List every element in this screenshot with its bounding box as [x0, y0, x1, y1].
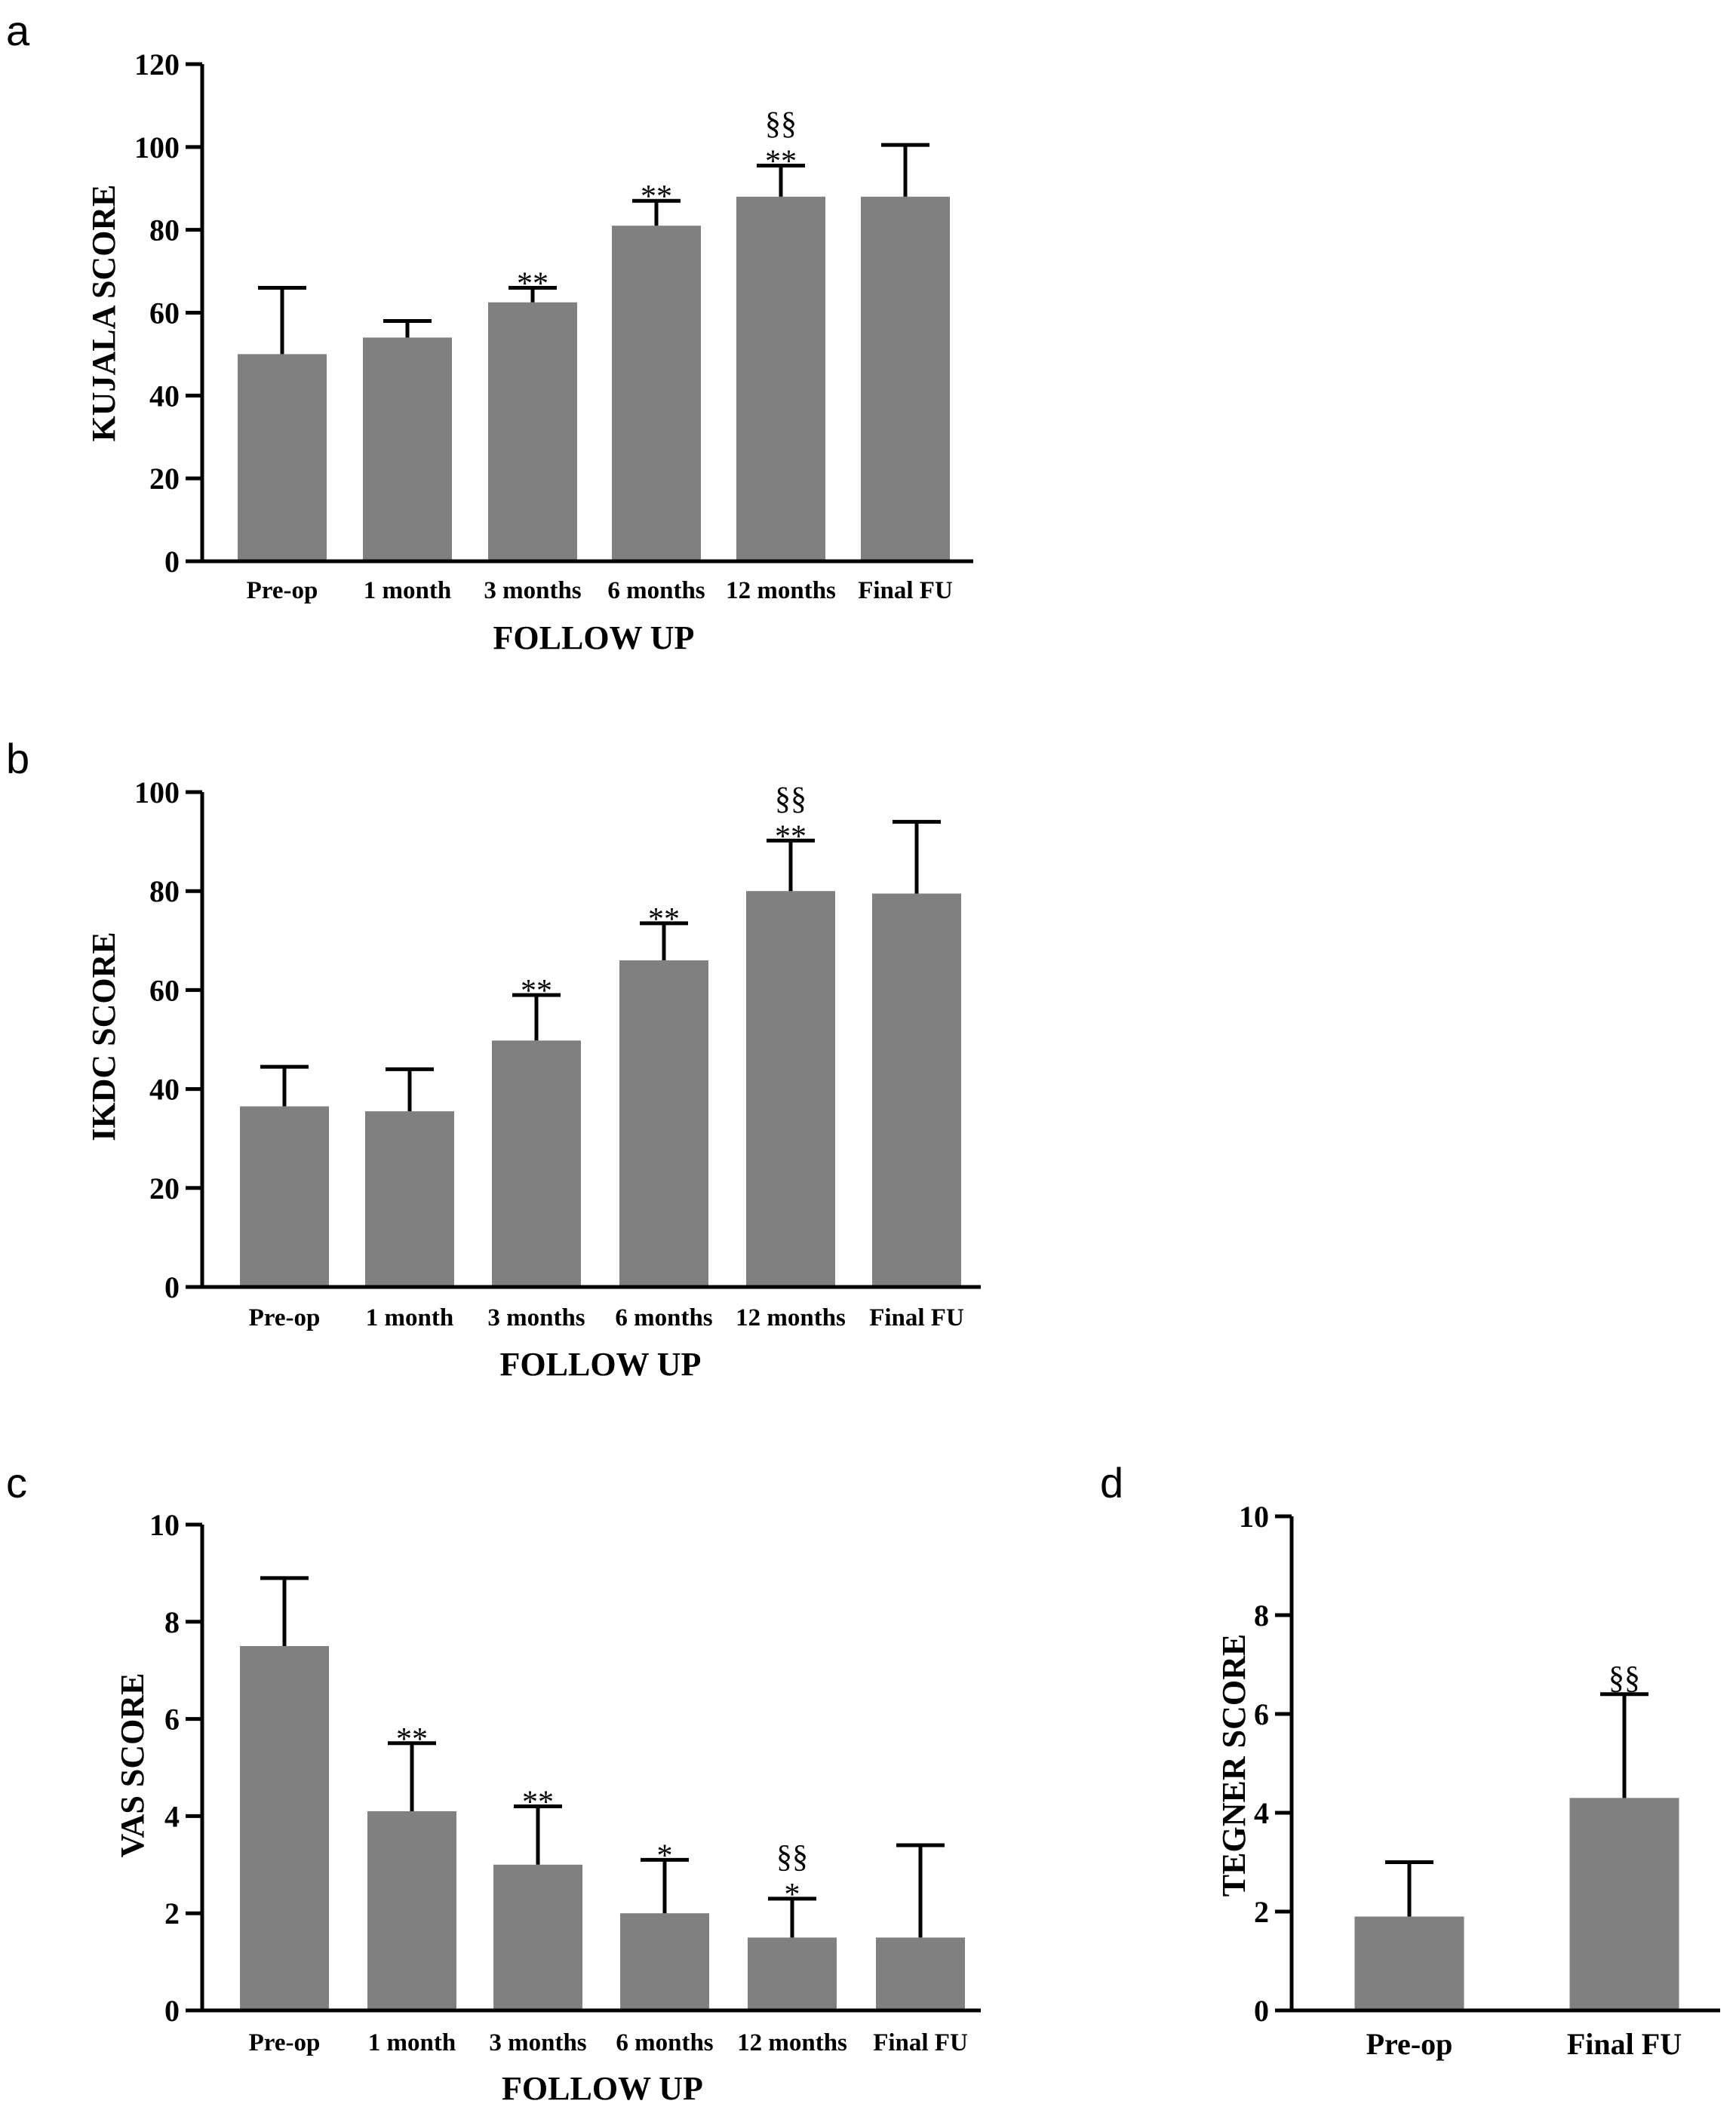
y-tick-label: 0: [164, 1994, 180, 2028]
x-tick-label: Final FU: [858, 577, 953, 604]
significance-label: §§: [1608, 1661, 1640, 1696]
y-tick-label: 4: [164, 1799, 180, 1833]
y-tick-label: 6: [164, 1703, 180, 1737]
y-tick-label: 8: [1254, 1599, 1269, 1632]
x-tick-label: 1 month: [366, 1304, 453, 1331]
x-tick-label: 12 months: [726, 577, 836, 604]
x-axis-title: FOLLOW UP: [502, 2070, 703, 2107]
bar: [1354, 1916, 1464, 2010]
significance-label: **: [775, 819, 807, 854]
y-tick-label: 80: [149, 874, 180, 908]
bar: [620, 1913, 709, 2010]
x-tick-label: 3 months: [489, 2029, 586, 2056]
bar: [240, 1106, 329, 1287]
y-tick-label: 100: [134, 776, 180, 809]
x-tick-label: 3 months: [484, 577, 581, 604]
significance-label: **: [522, 1786, 554, 1820]
y-tick-label: 100: [134, 131, 180, 164]
bar: [748, 1937, 837, 2010]
significance-label: *: [785, 1878, 800, 1912]
bar: [367, 1811, 456, 2010]
y-tick-label: 80: [149, 213, 180, 247]
bar: [861, 196, 950, 561]
bar: [493, 1864, 582, 2010]
bar: [240, 1646, 329, 2010]
y-axis-title: IKDC SCORE: [85, 932, 122, 1141]
significance-label: **: [641, 180, 672, 214]
x-tick-label: 6 months: [607, 577, 705, 604]
y-tick-label: 20: [149, 1172, 180, 1205]
y-tick-label: 6: [1254, 1697, 1269, 1731]
panel-letter: d: [1100, 1459, 1123, 1506]
bar: [1569, 1798, 1679, 2010]
y-tick-label: 40: [149, 379, 180, 413]
panel-letter: b: [6, 735, 29, 782]
significance-label: **: [648, 902, 680, 937]
x-tick-label: Pre-op: [249, 2029, 321, 2056]
bar: [612, 226, 701, 561]
y-tick-label: 2: [164, 1897, 180, 1930]
x-tick-label: Final FU: [873, 2029, 968, 2056]
y-tick-label: 0: [164, 545, 180, 579]
y-tick-label: 10: [1239, 1500, 1269, 1534]
x-axis-title: FOLLOW UP: [500, 1346, 702, 1383]
x-axis-title: FOLLOW UP: [493, 619, 695, 656]
bar: [363, 337, 452, 561]
y-tick-label: 2: [1254, 1895, 1269, 1929]
x-tick-label: Pre-op: [1366, 2027, 1453, 2061]
x-tick-label: 12 months: [736, 1304, 846, 1331]
x-tick-label: 12 months: [737, 2029, 847, 2056]
y-tick-label: 4: [1254, 1796, 1269, 1830]
y-axis-title: VAS SCORE: [114, 1673, 151, 1858]
significance-label: §§: [775, 782, 807, 816]
bar: [488, 302, 577, 561]
y-tick-label: 60: [149, 296, 180, 330]
significance-label: **: [396, 1722, 428, 1757]
bar: [746, 891, 835, 1287]
bar: [619, 960, 708, 1287]
panel-letter: a: [6, 7, 30, 54]
y-tick-label: 0: [1254, 1994, 1269, 2028]
y-tick-label: 8: [164, 1605, 180, 1639]
y-axis-title: KUJALA SCORE: [85, 184, 122, 441]
x-tick-label: Pre-op: [249, 1304, 321, 1331]
x-tick-label: 1 month: [364, 577, 451, 604]
panel-letter: c: [6, 1459, 27, 1506]
significance-label: **: [517, 267, 548, 302]
y-tick-label: 40: [149, 1073, 180, 1107]
y-tick-label: 120: [134, 48, 180, 81]
bar: [876, 1937, 965, 2010]
bar: [492, 1040, 581, 1287]
bar: [736, 196, 825, 561]
significance-label: §§: [765, 107, 797, 142]
x-tick-label: 3 months: [487, 1304, 585, 1331]
y-tick-label: 20: [149, 462, 180, 496]
y-tick-label: 60: [149, 973, 180, 1007]
x-tick-label: 6 months: [616, 2029, 713, 2056]
significance-label: **: [521, 974, 552, 1009]
x-tick-label: 1 month: [368, 2029, 456, 2056]
chart-panel-d: d TEGNER SCORE §§ 0 2 4 6 8 10 Pre-op Final FU: [1100, 1459, 1720, 2061]
x-tick-label: 6 months: [615, 1304, 712, 1331]
x-tick-label: Final FU: [1567, 2027, 1682, 2061]
y-tick-label: 10: [149, 1508, 180, 1542]
significance-label: §§: [776, 1840, 808, 1875]
bar: [365, 1111, 454, 1287]
y-axis-title: TEGNER SCORE: [1215, 1634, 1252, 1897]
x-tick-label: Final FU: [869, 1304, 964, 1331]
bar: [238, 354, 327, 561]
bar: [872, 893, 961, 1287]
x-tick-label: Pre-op: [247, 577, 318, 604]
significance-label: *: [657, 1838, 673, 1873]
y-tick-label: 0: [164, 1270, 180, 1304]
significance-label: **: [765, 145, 797, 180]
